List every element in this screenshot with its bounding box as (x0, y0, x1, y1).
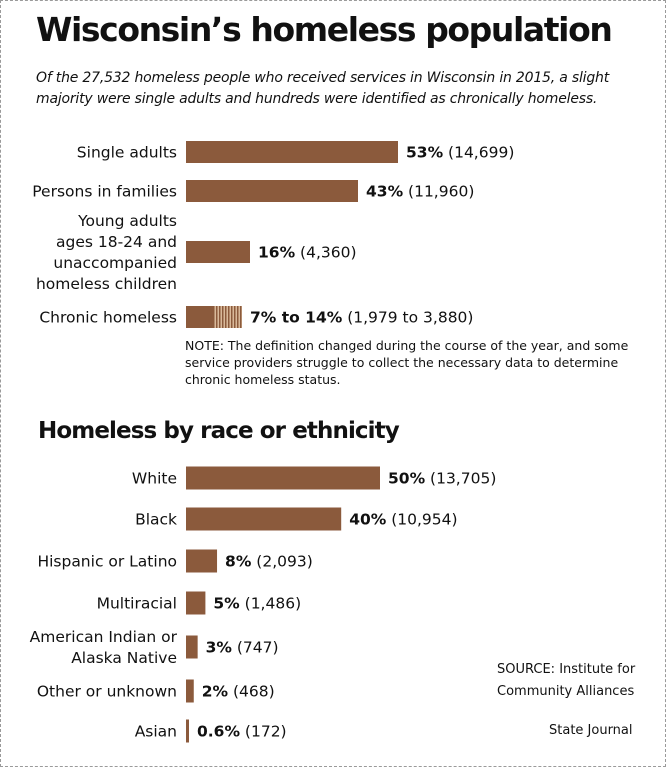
category-label-line: unaccompanied (53, 254, 177, 272)
bar-range-chronic-homeless (214, 306, 242, 328)
category-label-line: Black (135, 511, 177, 529)
chart-title: Wisconsin’s homeless population (36, 10, 613, 49)
category-label-line: Alaska Native (71, 649, 177, 667)
bar-multiracial (186, 591, 206, 615)
value-count: (1,979 to 3,880) (342, 309, 473, 327)
value-label-white: 50% (13,705) (388, 470, 496, 488)
value-percent: 40% (349, 511, 387, 529)
category-label-line: Multiracial (97, 595, 177, 613)
bar-american-indian-or-alaska-native (186, 635, 198, 659)
category-label-line: American Indian or (30, 628, 178, 646)
note-text: NOTE: The definition changed during the … (185, 338, 629, 387)
value-label-young-adults-ages-18-24-and-unaccompanied-homeless-children: 16% (4,360) (258, 244, 357, 262)
bar-hispanic-or-latino (186, 549, 218, 573)
value-count: (13,705) (425, 470, 496, 488)
value-label-multiracial: 5% (1,486) (213, 595, 301, 613)
value-label-chronic-homeless: 7% to 14% (1,979 to 3,880) (250, 309, 473, 327)
category-label-line: Hispanic or Latino (37, 553, 177, 571)
value-label-other-or-unknown: 2% (468) (202, 683, 275, 701)
category-label-young-adults-ages-18-24-and-unaccompanied-homeless-children: Young adults ages 18-24 and unaccompanied h… (36, 212, 177, 293)
bar-chronic-homeless (186, 306, 214, 328)
category-label-line: Persons in families (32, 183, 177, 201)
category-label-other-or-unknown: Other or unknown (37, 683, 177, 701)
bar-persons-in-families (186, 180, 358, 202)
bar-white (186, 466, 380, 490)
value-percent: 8% (225, 553, 252, 571)
value-percent: 2% (202, 683, 229, 701)
bar-black (186, 507, 342, 531)
household-type-chart: Single adults 53% (14,699) Persons in fami… (32, 141, 514, 328)
value-label-american-indian-or-alaska-native: 3% (747) (206, 639, 279, 657)
value-percent: 43% (366, 183, 404, 201)
category-label-chronic-homeless: Chronic homeless (39, 309, 177, 327)
bar-single-adults (186, 141, 398, 163)
category-label-black: Black (135, 511, 177, 529)
value-label-persons-in-families: 43% (11,960) (366, 183, 474, 201)
value-percent: 50% (388, 470, 426, 488)
bar-other-or-unknown (186, 679, 194, 703)
value-count: (468) (228, 683, 275, 701)
value-percent: 16% (258, 244, 296, 262)
category-label-line: White (132, 470, 177, 488)
value-count: (11,960) (403, 183, 474, 201)
value-percent: 53% (406, 144, 444, 162)
category-label-line: homeless children (36, 275, 177, 293)
value-label-black: 40% (10,954) (349, 511, 457, 529)
value-count: (747) (232, 639, 279, 657)
category-label-line: Asian (135, 723, 177, 741)
source-text: SOURCE: Institute for Community Alliance… (497, 662, 636, 699)
category-label-persons-in-families: Persons in families (32, 183, 177, 201)
value-count: (1,486) (240, 595, 301, 613)
value-count: (14,699) (443, 144, 514, 162)
credit-text: State Journal (549, 723, 633, 738)
value-count: (172) (240, 723, 287, 741)
bar-young-adults-ages-18-24-and-unaccompanied-homeless-children (186, 241, 250, 263)
category-label-line: Chronic homeless (39, 309, 177, 327)
category-label-line: Other or unknown (37, 683, 177, 701)
value-label-single-adults: 53% (14,699) (406, 144, 514, 162)
bar-asian (186, 719, 189, 743)
value-label-asian: 0.6% (172) (197, 723, 287, 741)
category-label-asian: Asian (135, 723, 177, 741)
value-percent: 0.6% (197, 723, 240, 741)
value-percent: 3% (206, 639, 233, 657)
value-percent: 5% (213, 595, 240, 613)
value-count: (10,954) (386, 511, 457, 529)
race-ethnicity-chart: White 50% (13,705) Black 40% (10,954) Hispan… (30, 466, 496, 743)
value-count: (4,360) (295, 244, 356, 262)
category-label-line: Single adults (77, 144, 177, 162)
category-label-single-adults: Single adults (77, 144, 177, 162)
category-label-multiracial: Multiracial (97, 595, 177, 613)
section-title-race: Homeless by race or ethnicity (38, 418, 400, 444)
value-count: (2,093) (251, 553, 312, 571)
category-label-hispanic-or-latino: Hispanic or Latino (37, 553, 177, 571)
category-label-white: White (132, 470, 177, 488)
category-label-line: ages 18-24 and (56, 233, 177, 251)
chart-subtitle: Of the 27,532 homeless people who receiv… (36, 70, 610, 107)
category-label-line: Young adults (77, 212, 177, 230)
value-label-hispanic-or-latino: 8% (2,093) (225, 553, 313, 571)
value-percent: 7% to 14% (250, 309, 343, 327)
category-label-american-indian-or-alaska-native: American Indian or Alaska Native (30, 628, 178, 667)
